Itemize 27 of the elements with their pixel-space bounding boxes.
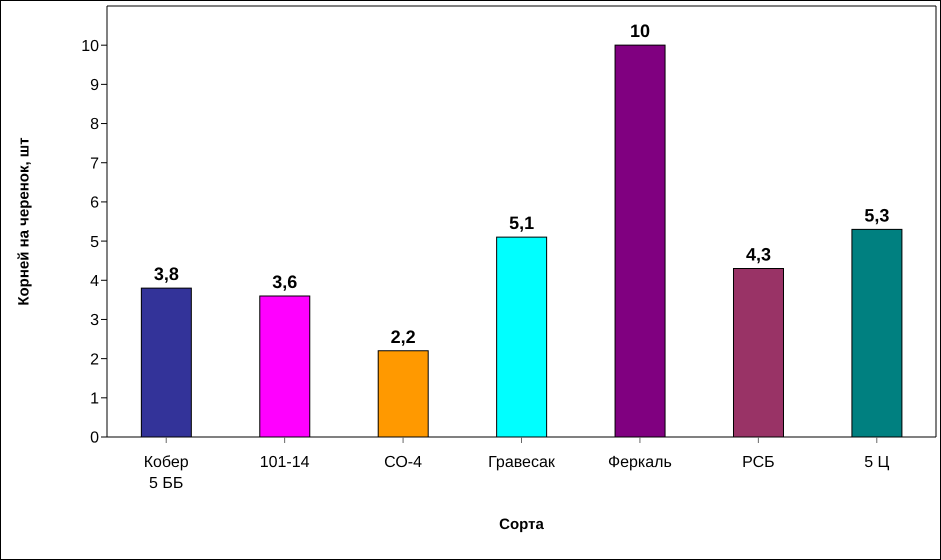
y-tick-label: 9	[90, 77, 100, 94]
y-tick-label: 0	[90, 430, 100, 447]
y-tick-label: 7	[90, 155, 100, 172]
y-tick-label: 10	[81, 38, 100, 55]
y-tick-label: 4	[90, 272, 100, 290]
data-label: 3,6	[272, 272, 298, 292]
x-tick-label: Феркаль	[608, 454, 672, 471]
y-tick-label: 1	[90, 390, 100, 408]
y-tick-label: 2	[90, 351, 100, 368]
y-axis-title: Корней на черенок, шт	[15, 137, 32, 306]
x-tick-label: Кобер 5 ББ	[144, 454, 189, 492]
x-axis-title: Сорта	[499, 516, 544, 533]
data-label: 5,1	[509, 213, 534, 234]
data-label: 3,8	[154, 264, 179, 284]
y-tick-label: 6	[90, 194, 100, 212]
y-tick-label: 8	[90, 116, 100, 134]
x-tick-label: 5 Ц	[864, 454, 890, 471]
x-tick-label: 101-14	[260, 454, 310, 471]
data-label: 10	[630, 21, 650, 42]
data-label: 4,3	[746, 244, 772, 265]
y-tick-label: 3	[90, 312, 100, 330]
x-tick-label: РСБ	[742, 454, 775, 471]
y-tick-label: 5	[90, 234, 100, 251]
data-label: 2,2	[390, 326, 416, 347]
x-tick-label: Гравесак	[488, 454, 556, 471]
data-label: 5,3	[864, 205, 890, 226]
x-tick-label: СО-4	[384, 454, 422, 471]
